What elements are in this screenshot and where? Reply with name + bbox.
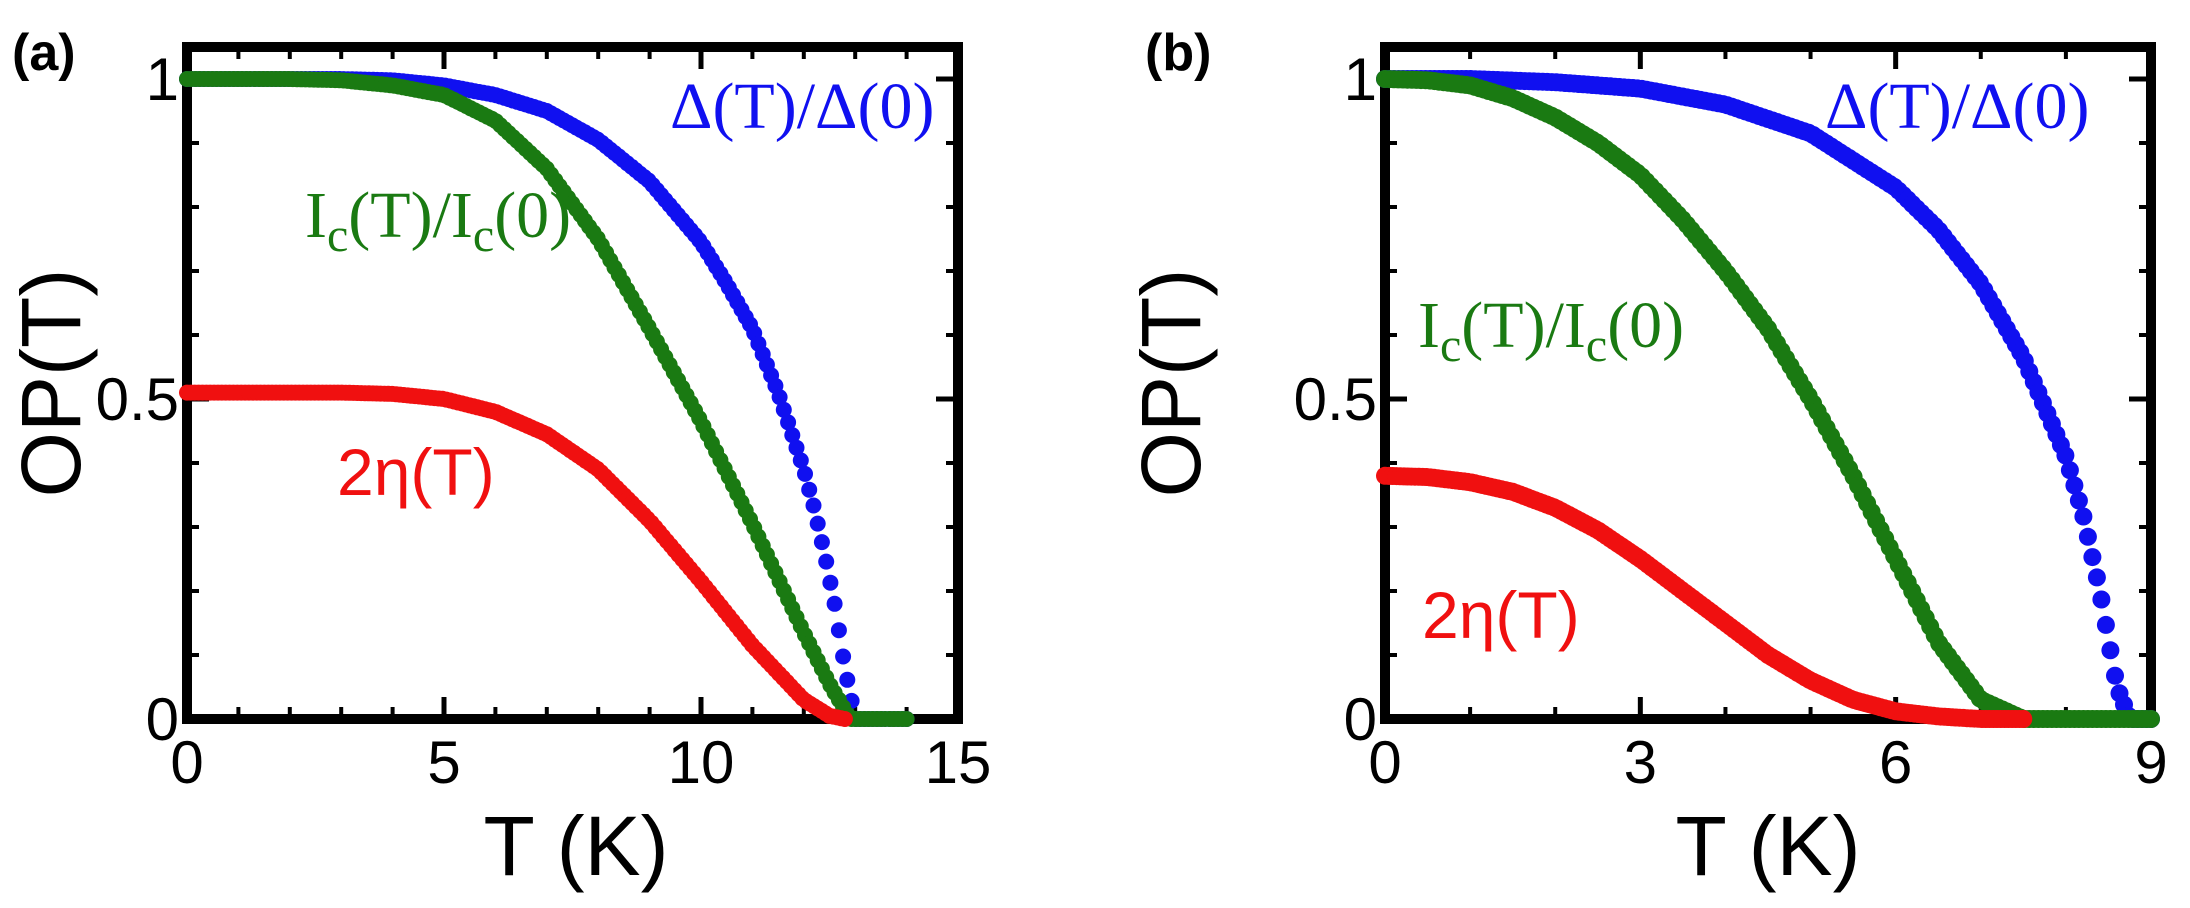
series-point-ic: [2142, 710, 2160, 728]
series-point-delta: [805, 497, 822, 514]
series-point-delta: [797, 465, 813, 482]
ticks-b: 0 3 6 9 0 0.5 1: [1294, 46, 2168, 796]
series-point-delta: [2087, 568, 2106, 587]
series-label-ic-a: Ic(T)/Ic(0): [305, 179, 571, 262]
series-point-delta: [2083, 548, 2102, 567]
points-a: [179, 71, 915, 727]
y-axis-title-b: OP(T): [1124, 269, 1218, 498]
series-point-delta: [780, 414, 797, 431]
series-point-delta: [2069, 491, 2088, 510]
series-point-delta: [2096, 615, 2115, 634]
series-point-delta: [801, 481, 818, 498]
x-axis-title-a: T (K): [483, 799, 668, 893]
series-point-delta: [771, 389, 788, 406]
series-label-delta-b: Δ(T)/Δ(0): [1825, 70, 2089, 143]
x-axis-title-b: T (K): [1675, 799, 1860, 893]
panel-b: (b) 0 3 6 9 0 0.5 1 OP(T) T (K) Δ(T)/Δ(0) Ic(T…: [1124, 24, 2168, 893]
series-point-delta: [2065, 476, 2084, 495]
x-tick-label: 0: [1368, 729, 1401, 796]
series-point-delta: [809, 515, 826, 532]
x-tick-label: 5: [427, 729, 460, 796]
series-label-delta-a: Δ(T)/Δ(0): [670, 70, 934, 143]
x-tick-label: 3: [1624, 729, 1657, 796]
y-tick-label: 1: [1344, 46, 1377, 113]
y-tick-label: 0.5: [96, 366, 179, 433]
y-axis-title-a: OP(T): [4, 269, 98, 498]
x-tick-label: 9: [2134, 729, 2167, 796]
plot-frame-b: [1380, 42, 2156, 724]
y-tick-label: 0.5: [1294, 366, 1377, 433]
series-point-eta: [836, 711, 853, 727]
series-point-delta: [839, 671, 856, 688]
y-tick-label: 1: [146, 46, 179, 113]
x-tick-label: 0: [170, 729, 203, 796]
series-point-delta: [2092, 590, 2111, 609]
series-point-delta: [2078, 527, 2097, 546]
series-point-ic: [898, 711, 915, 727]
series-point-delta: [835, 648, 852, 665]
x-tick-label: 10: [668, 729, 735, 796]
series-point-delta: [818, 553, 835, 570]
series-point-delta: [830, 622, 847, 639]
series-point-delta: [2060, 461, 2079, 480]
series-point-delta: [2101, 641, 2120, 660]
series-point-delta: [813, 534, 830, 551]
series-point-delta: [822, 574, 839, 591]
panel-a: (a) 0 5 10 15 0 0.5 1 OP(T) T (K) Δ(T)/Δ(0) Ic…: [4, 24, 991, 893]
x-tick-label: 15: [925, 729, 992, 796]
series-label-ic-b: Ic(T)/Ic(0): [1418, 289, 1684, 372]
points-b: [1376, 70, 2160, 728]
ic-subscript: c: [1440, 319, 1461, 372]
series-point-delta: [775, 401, 792, 418]
panel-label-b: (b): [1145, 24, 1211, 82]
series-point-delta: [788, 439, 805, 456]
series-point-delta: [792, 452, 809, 469]
x-tick-label: 6: [1879, 729, 1912, 796]
series-point-delta: [2056, 446, 2075, 465]
ticks-a: 0 5 10 15 0 0.5 1: [96, 46, 992, 796]
series-point-delta: [2106, 666, 2124, 685]
series-point-delta: [2074, 507, 2093, 526]
ic-subscript: c: [327, 209, 348, 262]
series-label-eta-a: 2η(T): [337, 435, 495, 509]
series-point-delta: [784, 427, 801, 444]
series-point-eta: [2014, 710, 2033, 728]
y-tick-label: 0: [1344, 686, 1377, 753]
plot-frame-a: [182, 42, 963, 724]
panel-label-a: (a): [12, 24, 76, 82]
y-tick-label: 0: [146, 686, 179, 753]
series-point-delta: [826, 595, 843, 612]
series-label-eta-b: 2η(T): [1422, 578, 1580, 652]
